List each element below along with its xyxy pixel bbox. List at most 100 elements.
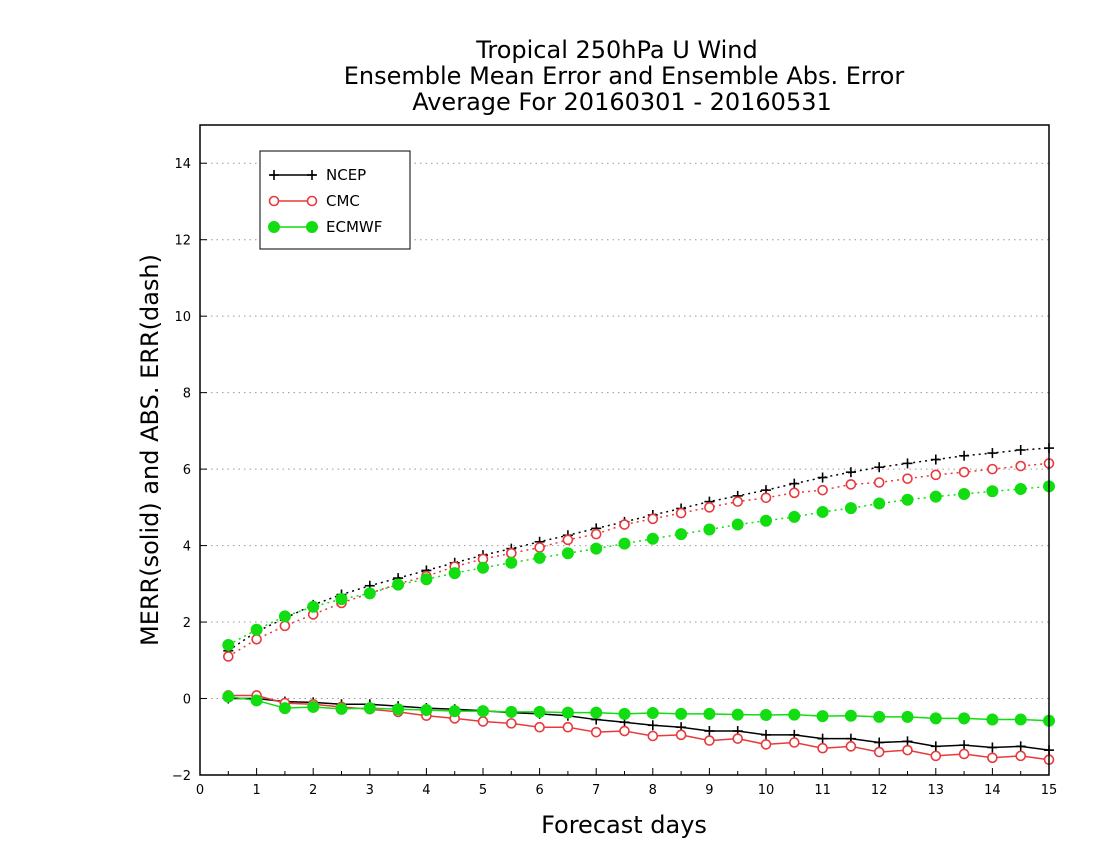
legend-entry-ncep: NCEP — [269, 166, 366, 184]
cmc-abs-err-point — [732, 496, 744, 507]
x-tick-label: 10 — [758, 783, 775, 798]
ncep-abs-err-point — [987, 448, 998, 459]
x-tick-label: 4 — [422, 783, 430, 798]
cmc-merr-point — [873, 746, 885, 758]
cmc-abs-err-point — [534, 542, 545, 553]
ecmwf-merr-line — [228, 695, 1050, 722]
ncep-abs-err-point — [817, 472, 828, 483]
y-tick-label: 8 — [183, 387, 191, 402]
ncep-merr-point — [930, 741, 941, 752]
ecmwf-merr-point — [505, 705, 518, 718]
ecmwf-merr-point — [986, 713, 999, 726]
ecmwf-merr-point — [731, 708, 744, 721]
ecmwf-abs-err-point — [844, 502, 857, 515]
cmc-merr-point — [1015, 750, 1027, 762]
ecmwf-merr-point — [392, 703, 405, 716]
series-layer — [222, 443, 1055, 766]
cmc-abs-err-point — [647, 513, 659, 525]
ncep-merr-point — [874, 737, 885, 748]
x-tick-label: 1 — [252, 783, 260, 798]
ecmwf-merr-point — [250, 694, 263, 707]
ecmwf-abs-err-point — [873, 497, 886, 510]
ncep-abs-err-point — [902, 458, 913, 469]
cmc-abs-err-point — [760, 492, 772, 504]
legend-marker-left — [269, 170, 279, 180]
y-tick-label: 0 — [183, 693, 191, 708]
x-tick-label: 12 — [871, 783, 888, 798]
ecmwf-abs-err-point — [505, 556, 518, 569]
x-tick-label: 2 — [309, 783, 317, 798]
ecmwf-abs-err-point — [307, 600, 320, 613]
cmc-abs-err-point — [930, 469, 942, 481]
cmc-abs-err-point — [251, 633, 262, 645]
ecmwf-merr-point — [222, 690, 235, 703]
cmc-merr-point — [845, 741, 857, 752]
ncep-abs-err-point — [789, 478, 800, 489]
ecmwf-merr-point — [646, 707, 659, 720]
series-ecmwf — [222, 480, 1055, 727]
cmc-abs-err-point — [1015, 460, 1027, 472]
x-tick-label: 3 — [366, 783, 374, 798]
cmc-abs-err-point — [590, 528, 602, 540]
ecmwf-abs-err-point — [760, 514, 772, 527]
legend-marker-left — [268, 221, 280, 233]
x-tick-label: 9 — [705, 783, 713, 798]
cmc-abs-err-point — [845, 479, 857, 490]
legend-marker-right — [306, 195, 318, 207]
ecmwf-abs-err-point — [561, 547, 574, 560]
cmc-merr-point — [732, 733, 744, 744]
ecmwf-merr-point — [1014, 713, 1027, 726]
y-tick-label: 12 — [174, 234, 191, 249]
ecmwf-merr-point — [477, 705, 489, 718]
ecmwf-abs-err-point — [646, 532, 659, 545]
ecmwf-abs-err-point — [335, 593, 348, 606]
ecmwf-merr-point — [958, 712, 971, 725]
y-tick-label: 2 — [183, 616, 191, 631]
ecmwf-merr-point — [448, 705, 461, 718]
y-tick-label: 14 — [174, 157, 191, 172]
ecmwf-merr-point — [335, 702, 348, 715]
ecmwf-merr-point — [363, 702, 376, 715]
series-ncep — [223, 443, 1054, 756]
cmc-merr-point — [930, 750, 942, 762]
ecmwf-abs-err-point — [929, 490, 942, 503]
legend-label: ECMWF — [326, 218, 382, 236]
ncep-merr-point — [761, 729, 771, 740]
legend-marker-left — [268, 195, 280, 207]
x-tick-label: 7 — [592, 783, 600, 798]
ecmwf-merr-point — [420, 704, 433, 716]
ncep-merr-point — [817, 733, 828, 744]
ncep-merr-point — [902, 736, 913, 747]
ecmwf-merr-point — [675, 707, 688, 720]
legend: NCEP CMC ECMWF — [259, 150, 411, 250]
cmc-abs-err-point — [704, 502, 715, 513]
cmc-merr-point — [534, 721, 545, 733]
ecmwf-abs-err-point — [958, 487, 971, 500]
title-line-2: Ensemble Mean Error and Ensemble Abs. Er… — [344, 62, 905, 90]
ecmwf-merr-point — [901, 710, 914, 723]
ecmwf-merr-point — [873, 710, 886, 723]
ecmwf-abs-err-point — [392, 578, 405, 591]
y-tick-label: −2 — [172, 769, 191, 784]
cmc-abs-err-point — [788, 487, 800, 499]
ncep-merr-point — [987, 742, 998, 753]
cmc-abs-err-point — [223, 651, 234, 662]
legend-label: NCEP — [326, 166, 366, 184]
ecmwf-abs-err-point — [703, 523, 716, 536]
cmc-merr-point — [958, 748, 970, 760]
cmc-merr-point — [987, 752, 998, 764]
ecmwf-merr-point — [788, 708, 801, 721]
ecmwf-abs-err-point — [222, 639, 235, 651]
cmc-abs-err-point — [562, 534, 574, 546]
x-tick-label: 15 — [1041, 783, 1058, 798]
ecmwf-abs-err-point — [901, 493, 914, 506]
legend-entry-ecmwf: ECMWF — [268, 218, 382, 236]
ecmwf-merr-point — [561, 706, 574, 719]
legend-marker-right — [307, 170, 317, 180]
title-line-1: Tropical 250hPa U Wind — [475, 36, 758, 64]
cmc-merr-point — [817, 742, 828, 754]
ecmwf-abs-err-point — [363, 587, 376, 600]
ncep-merr-point — [959, 740, 970, 751]
x-tick-label: 5 — [479, 783, 487, 798]
